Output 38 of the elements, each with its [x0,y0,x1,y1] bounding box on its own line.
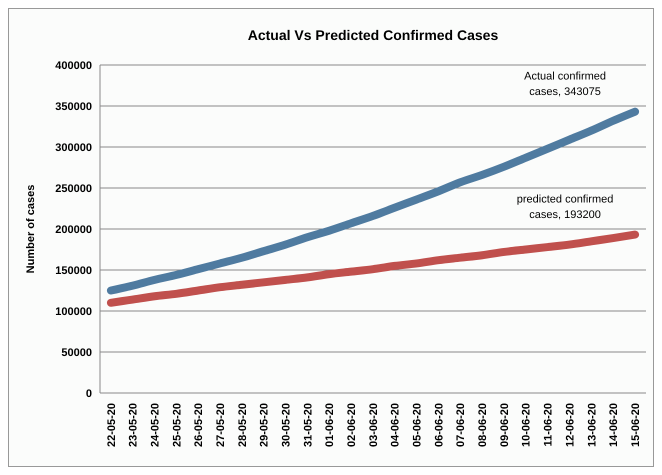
x-tick-label: 13-06-20 [586,403,598,448]
x-tick-label: 04-06-20 [390,403,402,448]
y-tick-label: 200000 [55,224,92,236]
x-tick-label: 28-05-20 [236,403,249,448]
annotation: predicted confirmed cases, 193200 [516,194,614,221]
x-tick-label: 25-05-20 [171,403,184,448]
x-tick-label: 05-06-20 [412,403,424,448]
x-tick-label: 26-05-20 [193,403,206,448]
x-tick-label: 08-06-20 [477,403,490,448]
x-tick-label: 07-06-20 [455,403,468,448]
y-tick-label: 100000 [55,306,92,318]
x-tick-label: 01-06-20 [324,403,336,448]
chart-title: Actual Vs Predicted Confirmed Cases [248,27,498,43]
y-tick-label: 350000 [55,100,92,113]
x-tick-label: 02-06-20 [346,403,358,448]
x-tick-label: 23-05-20 [128,403,140,448]
x-tick-label: 24-05-20 [149,403,162,448]
y-tick-label: 0 [86,388,92,400]
y-tick-label: 150000 [55,264,92,277]
y-axis-title: Number of cases [25,184,37,274]
y-tick-label: 250000 [55,182,92,195]
x-tick-label: 30-05-20 [280,403,292,448]
y-tick-label: 400000 [55,60,92,72]
x-tick-label: 22-05-20 [106,403,118,448]
annotation: Actual confirmed cases, 343075 [524,70,606,98]
x-tick-label: 27-05-20 [214,403,227,448]
x-tick-label: 09-06-20 [498,403,511,448]
x-tick-label: 15-06-20 [630,403,642,448]
x-tick-label: 12-06-20 [564,403,576,448]
x-tick-label: 10-06-20 [520,403,533,448]
x-tick-label: 14-06-20 [608,403,620,448]
y-tick-label: 300000 [55,142,92,154]
x-tick-label: 29-05-20 [258,403,271,448]
x-tick-label: 11-06-20 [542,403,555,446]
y-tick-label: 50000 [61,346,92,359]
x-tick-label: 03-06-20 [368,403,380,448]
x-tick-label: 06-06-20 [433,403,446,448]
x-tick-label: 31-05-20 [302,403,314,448]
